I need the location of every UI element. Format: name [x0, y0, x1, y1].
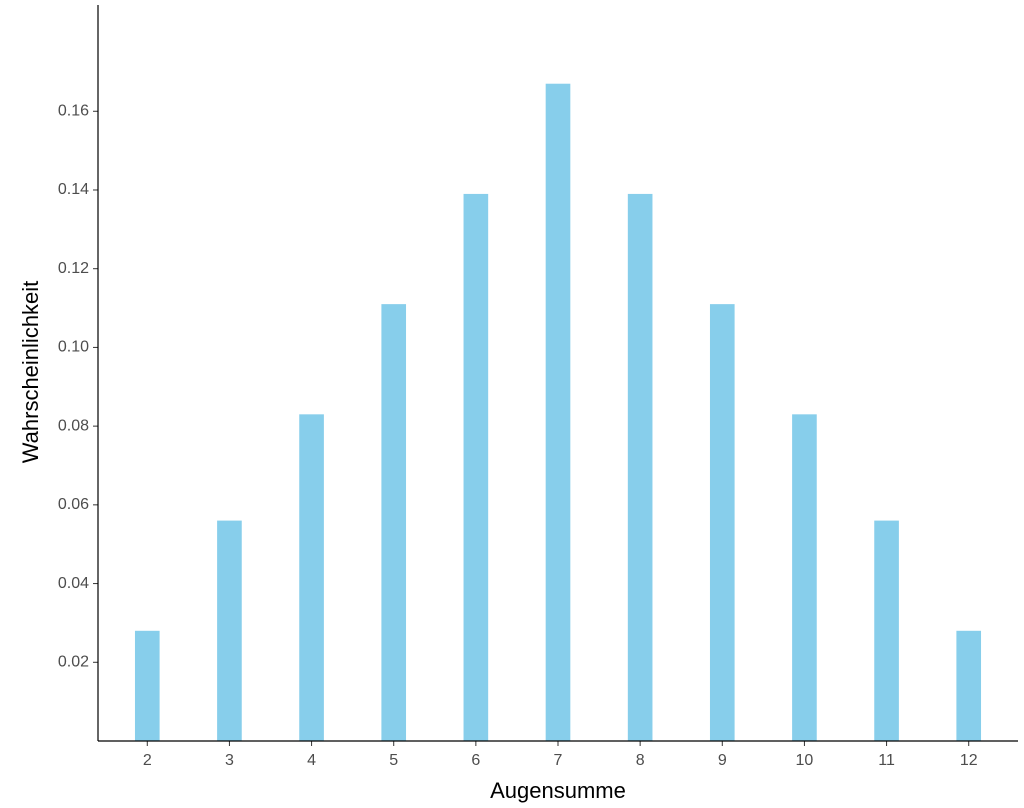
- bar: [299, 414, 324, 741]
- y-tick-label: 0.10: [58, 339, 89, 356]
- bar: [134, 630, 160, 741]
- bar: [545, 83, 571, 742]
- x-tick-label: 4: [307, 752, 316, 769]
- x-tick-label: 11: [878, 752, 895, 769]
- x-tick-label: 8: [636, 752, 645, 769]
- x-tick-label: 6: [471, 752, 480, 769]
- x-tick-label: 7: [554, 752, 563, 769]
- y-tick-label: 0.02: [58, 654, 89, 671]
- x-tick-label: 3: [225, 752, 234, 769]
- x-tick-label: 10: [796, 752, 814, 769]
- bar: [381, 304, 407, 741]
- bar: [792, 414, 817, 741]
- bar: [709, 304, 735, 741]
- y-tick-label: 0.14: [58, 181, 89, 198]
- bar: [217, 520, 242, 741]
- y-axis-title: Wahrscheinlichkeit: [18, 281, 43, 464]
- y-tick-label: 0.06: [58, 496, 89, 513]
- bar: [463, 193, 489, 741]
- x-tick-label: 9: [718, 752, 727, 769]
- x-tick-label: 2: [143, 752, 152, 769]
- y-tick-label: 0.16: [58, 102, 89, 119]
- y-tick-label: 0.08: [58, 417, 89, 434]
- y-tick-label: 0.04: [58, 575, 89, 592]
- bar: [956, 630, 982, 741]
- x-tick-label: 5: [389, 752, 398, 769]
- y-tick-label: 0.12: [58, 260, 89, 277]
- x-axis-title: Augensumme: [490, 778, 626, 803]
- bar: [874, 520, 899, 741]
- x-tick-label: 12: [960, 752, 978, 769]
- bar: [627, 193, 653, 741]
